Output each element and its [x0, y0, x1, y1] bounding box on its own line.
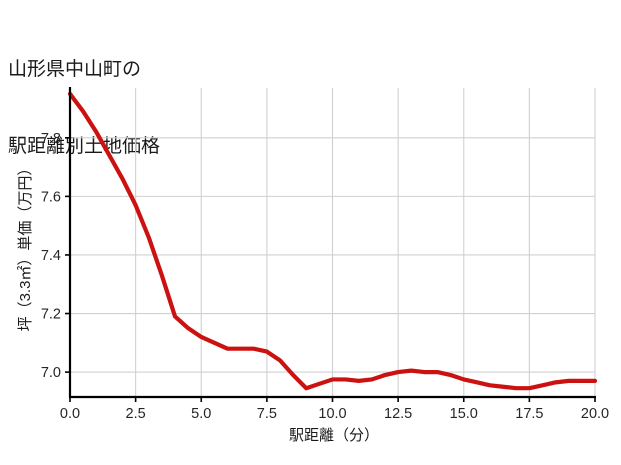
x-tick-label: 20.0 — [581, 406, 609, 422]
y-tick-label: 7.8 — [41, 131, 61, 147]
y-tick-label: 7.4 — [41, 248, 61, 264]
x-tick-label: 17.5 — [515, 406, 543, 422]
y-tick-label: 7.6 — [41, 189, 61, 205]
x-tick-label: 0.0 — [60, 406, 80, 422]
chart-title-line-1: 山形県中山町の — [8, 59, 142, 81]
chart-title-line-2: 駅距離別土地価格 — [8, 136, 161, 158]
y-tick-label: 7.0 — [41, 365, 61, 381]
x-tick-labels: 0.0 2.5 5.0 7.5 10.0 12.5 15.0 17.5 20.0 — [60, 406, 609, 422]
x-tick-label: 5.0 — [191, 406, 211, 422]
chart-title: 山形県中山町の 駅距離別土地価格 — [8, 6, 160, 211]
x-axis-title: 駅距離（分） — [289, 426, 379, 444]
gridlines-group — [69, 88, 596, 397]
x-tick-label: 15.0 — [450, 406, 478, 422]
y-axis-title: 坪（3.3㎡）単価（万円） — [17, 161, 34, 332]
tick-marks-group — [65, 136, 596, 402]
y-tick-labels: 7.0 7.2 7.4 7.6 7.8 — [41, 131, 61, 381]
x-tick-label: 12.5 — [384, 406, 412, 422]
x-tick-label: 10.0 — [318, 406, 346, 422]
data-series-line — [67, 91, 598, 391]
x-tick-label: 2.5 — [126, 406, 146, 422]
y-tick-label: 7.2 — [41, 307, 61, 323]
x-tick-label: 7.5 — [257, 406, 277, 422]
series-group — [67, 91, 598, 391]
